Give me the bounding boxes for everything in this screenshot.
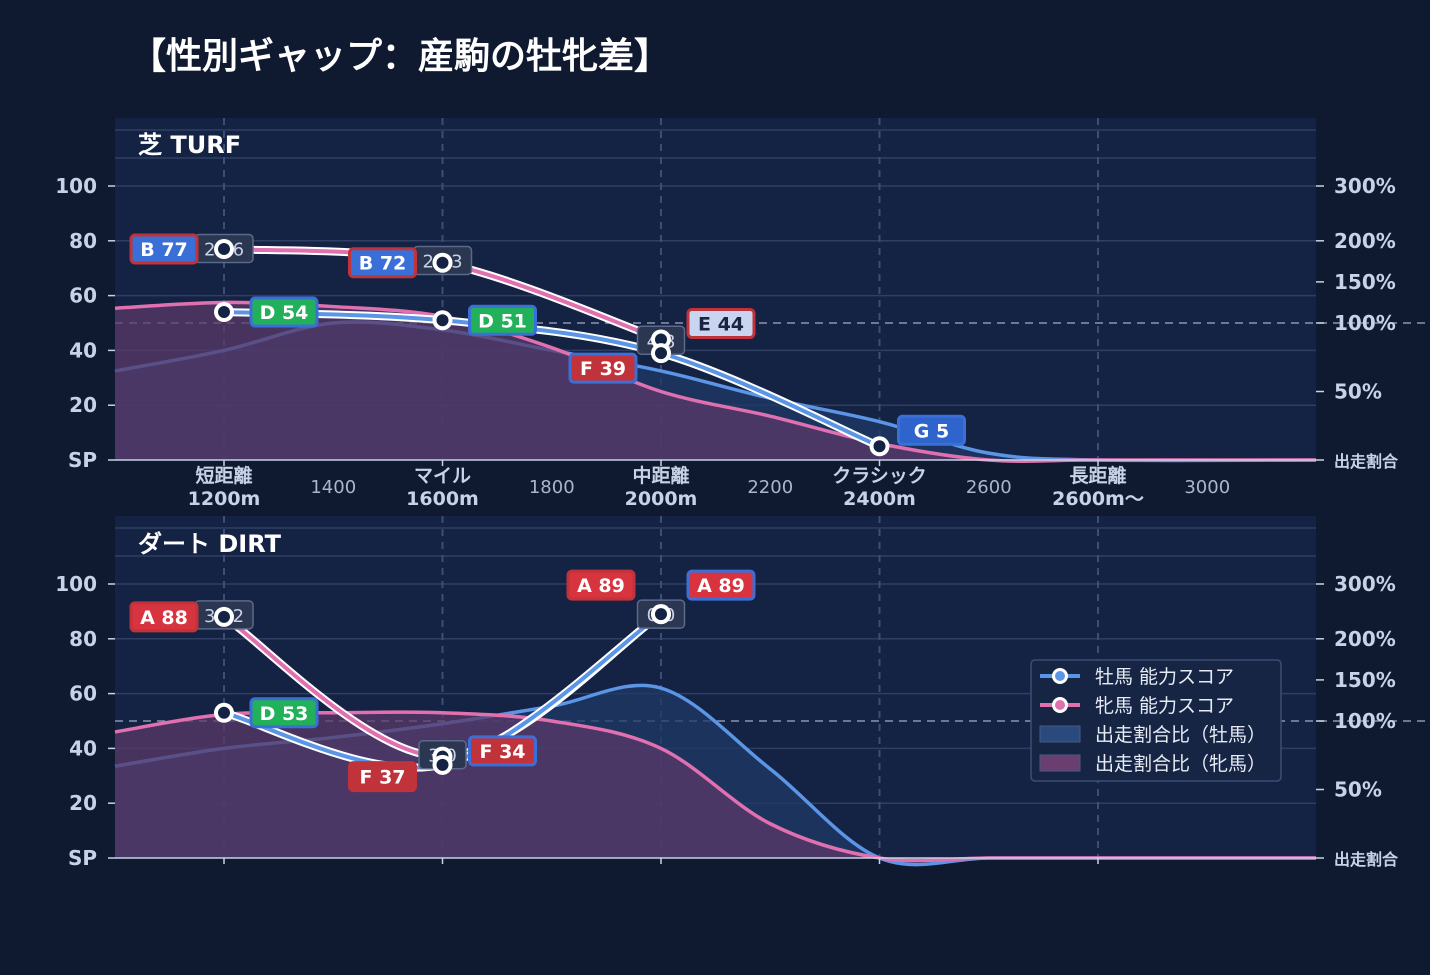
- share-ratio-female-area: [115, 302, 1316, 462]
- grade-badge: [686, 569, 756, 601]
- y2-tick-label: 150%: [1334, 668, 1396, 692]
- grade-badge: [348, 247, 417, 279]
- grade-badge: [129, 233, 199, 265]
- grade-badge: [468, 735, 537, 767]
- x-minor-tick-label: 3000: [1184, 477, 1230, 498]
- y-tick-label: 40: [69, 338, 97, 362]
- x-minor-tick-label: 2600: [966, 477, 1012, 498]
- y2-tick-label: 200%: [1334, 229, 1396, 253]
- grade-badge: [129, 601, 199, 633]
- x-tick-label: 1600m: [406, 488, 479, 510]
- grade-badge-label: A 89: [697, 575, 745, 597]
- page-title: 【性別ギャップ：産駒の牡牝差】: [130, 36, 670, 77]
- x-minor-tick-label: 1400: [310, 477, 356, 498]
- x-tick-label: 2000m: [625, 488, 698, 510]
- female-score-point: [218, 243, 230, 256]
- y-tick-label: SP: [68, 448, 97, 472]
- y2-tick-label: 300%: [1334, 572, 1396, 596]
- y2-tick-label: 200%: [1334, 627, 1396, 651]
- grade-badge-label: F 37: [359, 767, 405, 789]
- legend-label: 牝馬 能力スコア: [1095, 695, 1234, 717]
- x-tick-label: 短距離: [195, 464, 252, 487]
- y2-tick-label: 50%: [1334, 778, 1382, 802]
- male-score-point: [873, 440, 886, 453]
- y-tick-label: 60: [69, 682, 97, 706]
- female-score-point: [655, 333, 667, 346]
- x-tick-label: マイル: [414, 465, 471, 487]
- grade-badge: [249, 697, 319, 729]
- male-score-point: [436, 314, 449, 327]
- grade-badge-label: E 44: [698, 313, 744, 335]
- y-tick-label: 60: [69, 284, 97, 308]
- panel-turf: 芝 TURF SP 20 40 60 80 100 出走割合 50% 100% 150% 200% 30…: [55, 118, 1430, 510]
- y-tick-label: 80: [69, 229, 97, 253]
- grade-badge: [686, 307, 756, 339]
- legend-area-swatch: [1039, 725, 1081, 743]
- y2-tick-label: 出走割合: [1334, 850, 1399, 869]
- y-tick-label: 100: [55, 572, 97, 596]
- male-score-point: [655, 347, 667, 360]
- x-tick-label: 2600m〜: [1052, 488, 1144, 510]
- y2-tick-label: 50%: [1334, 380, 1382, 404]
- legend-marker-inner: [1055, 700, 1065, 710]
- grade-badge-label: B 77: [140, 239, 188, 261]
- legend-marker-inner: [1055, 671, 1065, 681]
- grade-badge-label: D 53: [260, 703, 309, 725]
- grade-badge: [568, 352, 638, 384]
- panel-title: ダート DIRT: [138, 530, 282, 558]
- x-tick-label: 2400m: [843, 488, 916, 510]
- y-tick-label: 20: [69, 393, 97, 417]
- legend-area-swatch: [1039, 754, 1081, 772]
- grade-badge-label: A 89: [577, 575, 625, 597]
- grade-badge-label: A 88: [140, 607, 188, 629]
- grade-badge: [348, 761, 417, 793]
- grade-badge: [897, 414, 966, 446]
- grade-badge: [468, 304, 537, 336]
- panel-title: 芝 TURF: [138, 131, 241, 159]
- y-tick-label: 100: [55, 174, 97, 198]
- grade-badge: [566, 569, 636, 601]
- y2-tick-label: 100%: [1334, 709, 1396, 733]
- male-score-line: [222, 310, 882, 449]
- legend-label: 出走割合比（牝馬）: [1095, 753, 1266, 775]
- grade-badge-label: F 34: [479, 741, 525, 763]
- x-minor-tick-label: 2200: [747, 477, 793, 498]
- grade-badge-label: D 54: [260, 302, 309, 324]
- panel-dirt: ダート DIRT SP 20 40 60 80 100 出走割合 50% 100% 150% 200%…: [55, 516, 1430, 870]
- x-tick-label: クラシック: [832, 465, 927, 487]
- y2-tick-label: 出走割合: [1334, 452, 1399, 471]
- grade-badge: [249, 296, 319, 328]
- male-score-point: [436, 758, 449, 771]
- y-tick-label: 40: [69, 736, 97, 760]
- x-minor-tick-label: 1800: [529, 477, 575, 498]
- x-tick-label: 中距離: [632, 464, 689, 487]
- legend-box: [1030, 659, 1282, 782]
- y-tick-label: SP: [68, 846, 97, 870]
- y-tick-label: 80: [69, 627, 97, 651]
- y2-tick-label: 100%: [1334, 311, 1396, 335]
- legend-label: 牡馬 能力スコア: [1095, 666, 1234, 688]
- male-score-point: [655, 608, 667, 621]
- grade-badge-label: F 39: [580, 358, 626, 380]
- female-score-point: [218, 610, 230, 623]
- grade-badge-label: D 51: [478, 310, 527, 332]
- female-score-point: [436, 256, 449, 269]
- x-tick-label: 長距離: [1069, 464, 1126, 487]
- male-score-point: [218, 306, 230, 319]
- male-score-point: [218, 706, 230, 719]
- y-tick-label: 20: [69, 791, 97, 815]
- y2-tick-label: 300%: [1334, 174, 1396, 198]
- y2-tick-label: 150%: [1334, 270, 1396, 294]
- legend-label: 出走割合比（牡馬）: [1095, 724, 1266, 746]
- grade-badge-label: G 5: [914, 420, 949, 442]
- grade-badge-label: B 72: [359, 253, 407, 275]
- x-tick-label: 1200m: [188, 488, 261, 510]
